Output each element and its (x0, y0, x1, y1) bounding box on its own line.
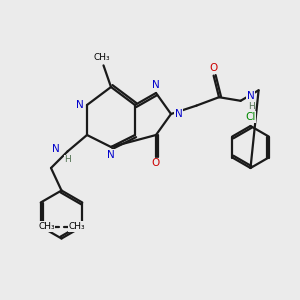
Text: H: H (248, 102, 254, 111)
Text: CH₃: CH₃ (68, 222, 85, 231)
Text: N: N (52, 144, 60, 154)
Text: N: N (175, 109, 182, 119)
Text: N: N (107, 149, 115, 160)
Text: Cl: Cl (245, 112, 256, 122)
Text: CH₃: CH₃ (38, 222, 55, 231)
Text: H: H (64, 155, 71, 164)
Text: N: N (152, 80, 160, 91)
Text: O: O (209, 63, 218, 73)
Text: N: N (76, 100, 83, 110)
Text: N: N (247, 91, 254, 101)
Text: O: O (152, 158, 160, 168)
Text: CH₃: CH₃ (94, 53, 110, 62)
